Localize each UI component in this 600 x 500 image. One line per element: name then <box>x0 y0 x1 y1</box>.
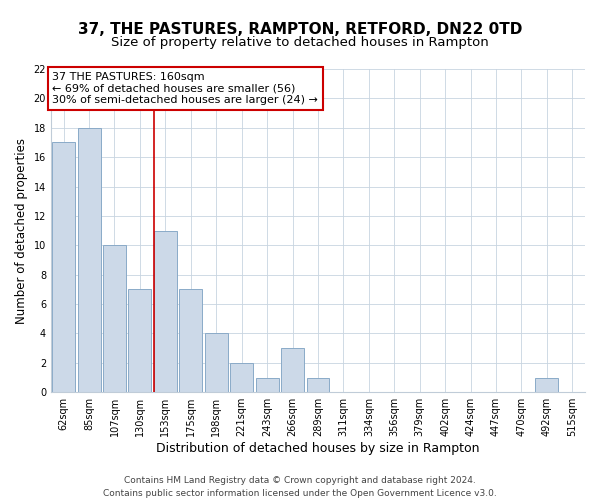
Text: Contains HM Land Registry data © Crown copyright and database right 2024.
Contai: Contains HM Land Registry data © Crown c… <box>103 476 497 498</box>
Bar <box>281 348 304 392</box>
Text: 37, THE PASTURES, RAMPTON, RETFORD, DN22 0TD: 37, THE PASTURES, RAMPTON, RETFORD, DN22… <box>78 22 522 38</box>
Bar <box>256 378 278 392</box>
Text: Size of property relative to detached houses in Rampton: Size of property relative to detached ho… <box>111 36 489 49</box>
Bar <box>179 290 202 392</box>
Y-axis label: Number of detached properties: Number of detached properties <box>15 138 28 324</box>
Bar <box>535 378 558 392</box>
Bar <box>52 142 75 392</box>
X-axis label: Distribution of detached houses by size in Rampton: Distribution of detached houses by size … <box>156 442 480 455</box>
Bar <box>154 230 177 392</box>
Bar <box>128 290 151 392</box>
Text: 37 THE PASTURES: 160sqm
← 69% of detached houses are smaller (56)
30% of semi-de: 37 THE PASTURES: 160sqm ← 69% of detache… <box>52 72 318 105</box>
Bar <box>205 334 227 392</box>
Bar <box>307 378 329 392</box>
Bar <box>103 246 126 392</box>
Bar <box>77 128 101 392</box>
Bar <box>230 363 253 392</box>
